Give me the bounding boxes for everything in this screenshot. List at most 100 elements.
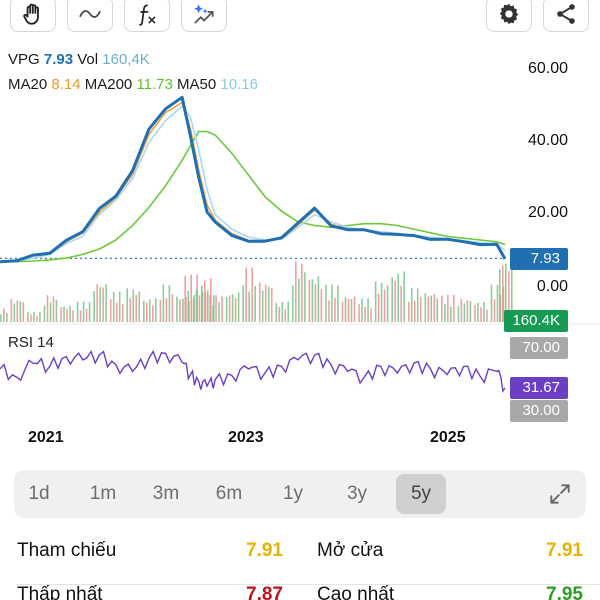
volume-bar bbox=[361, 298, 363, 322]
line-tool-icon bbox=[79, 10, 101, 18]
volume-bar bbox=[159, 299, 162, 322]
function-icon bbox=[139, 4, 156, 26]
volume-bar bbox=[135, 294, 138, 322]
volume-bar bbox=[155, 298, 157, 322]
volume-bar bbox=[407, 301, 410, 322]
period-3y[interactable]: 3y bbox=[346, 483, 368, 504]
volume-bar bbox=[165, 298, 168, 322]
volume-bar bbox=[391, 276, 393, 322]
volume-bar bbox=[463, 303, 466, 322]
volume-bar bbox=[370, 308, 372, 322]
x-tick-label: 2025 bbox=[430, 429, 466, 446]
period-3m[interactable]: 3m bbox=[152, 483, 180, 504]
volume-bar bbox=[60, 307, 62, 322]
volume-bar bbox=[264, 284, 267, 322]
volume-bar bbox=[203, 280, 206, 322]
period-6m[interactable]: 6m bbox=[215, 483, 243, 504]
volume-bar bbox=[251, 267, 253, 322]
volume-bar bbox=[480, 307, 482, 322]
volume-bar bbox=[248, 291, 250, 322]
volume-bar bbox=[380, 282, 383, 322]
ref-value: 7.91 bbox=[246, 540, 283, 561]
volume-bar bbox=[453, 294, 455, 322]
volume-bar bbox=[30, 314, 32, 322]
volume-bar bbox=[278, 306, 281, 322]
volume-bar bbox=[93, 291, 95, 322]
line-tool-button[interactable] bbox=[67, 0, 113, 32]
function-button[interactable] bbox=[124, 0, 170, 32]
period-selector: 1d 1m 3m 6m 1y 3y 5y bbox=[14, 470, 586, 518]
volume-bar bbox=[46, 295, 49, 322]
volume-bar bbox=[377, 293, 380, 322]
volume-bar bbox=[184, 275, 187, 322]
volume-bar bbox=[502, 265, 504, 322]
volume-bar bbox=[413, 300, 416, 322]
rsi-label: RSI 14 bbox=[8, 334, 54, 351]
volume-bar bbox=[469, 301, 472, 322]
volume-bar bbox=[483, 301, 485, 322]
volume-bar bbox=[364, 306, 366, 322]
legend-ma50-label: MA50 bbox=[177, 76, 217, 93]
period-1m[interactable]: 1m bbox=[89, 483, 117, 504]
period-5y[interactable]: 5y bbox=[396, 474, 446, 514]
y-tick-label: 0.00 bbox=[536, 278, 568, 295]
volume-bar bbox=[149, 299, 151, 322]
rsi-current-tag: 31.67 bbox=[510, 377, 568, 399]
volume-bar bbox=[176, 296, 178, 322]
expand-icon bbox=[550, 484, 570, 504]
volume-bar bbox=[314, 284, 317, 322]
volume-bar bbox=[187, 290, 190, 322]
volume-bar bbox=[400, 285, 402, 322]
period-1y[interactable]: 1y bbox=[282, 483, 304, 504]
share-button[interactable] bbox=[543, 0, 589, 32]
volume-bar bbox=[162, 284, 165, 322]
volume-bar bbox=[292, 285, 294, 322]
volume-bar bbox=[143, 300, 145, 322]
rsi-30-tag: 30.00 bbox=[510, 400, 568, 422]
volume-bar bbox=[96, 284, 98, 322]
volume-bar bbox=[79, 310, 82, 322]
volume-bar bbox=[27, 312, 29, 322]
volume-bar bbox=[397, 273, 399, 322]
hand-tool-button[interactable] bbox=[10, 0, 56, 32]
volume-bar bbox=[121, 304, 124, 322]
series-line-vpg bbox=[0, 95, 507, 264]
volume-bar bbox=[490, 284, 493, 322]
rsi-line bbox=[0, 349, 506, 393]
volume-bar bbox=[225, 296, 228, 322]
legend-vol-label: Vol bbox=[77, 51, 99, 68]
volume-bar bbox=[493, 299, 496, 322]
volume-bar bbox=[102, 287, 104, 322]
settings-button[interactable] bbox=[486, 0, 532, 32]
volume-bar bbox=[466, 300, 469, 322]
volume-bar bbox=[52, 296, 55, 322]
stats-divider bbox=[16, 584, 600, 585]
volume-bar bbox=[254, 286, 256, 322]
volume-bar bbox=[212, 305, 214, 322]
volume-bar bbox=[152, 305, 154, 322]
x-tick-label: 2023 bbox=[228, 429, 264, 446]
volume-bar bbox=[511, 259, 513, 322]
volume-bar bbox=[231, 294, 234, 322]
legend-ma20-label: MA20 bbox=[8, 76, 48, 93]
expand-button[interactable] bbox=[544, 478, 576, 510]
volume-bar bbox=[341, 301, 344, 322]
price-chart[interactable] bbox=[0, 40, 600, 452]
volume-bar bbox=[436, 298, 439, 322]
volume-bar bbox=[317, 276, 320, 322]
volume-bar bbox=[347, 298, 350, 322]
volume-bar bbox=[36, 315, 38, 322]
volume-bar bbox=[374, 281, 377, 322]
volume-bar bbox=[444, 304, 446, 322]
volume-bar bbox=[55, 299, 58, 322]
ai-analysis-button[interactable] bbox=[181, 0, 227, 32]
period-1d[interactable]: 1d bbox=[28, 483, 50, 504]
volume-bar bbox=[474, 305, 476, 322]
low-value: 7.87 bbox=[246, 584, 283, 600]
volume-bar bbox=[85, 308, 88, 322]
legend-ma200-value: 11.73 bbox=[136, 76, 173, 93]
volume-bar bbox=[99, 287, 101, 322]
volume-bar bbox=[182, 298, 184, 322]
volume-bar bbox=[334, 297, 336, 322]
ref-label: Tham chiếu bbox=[17, 540, 117, 561]
